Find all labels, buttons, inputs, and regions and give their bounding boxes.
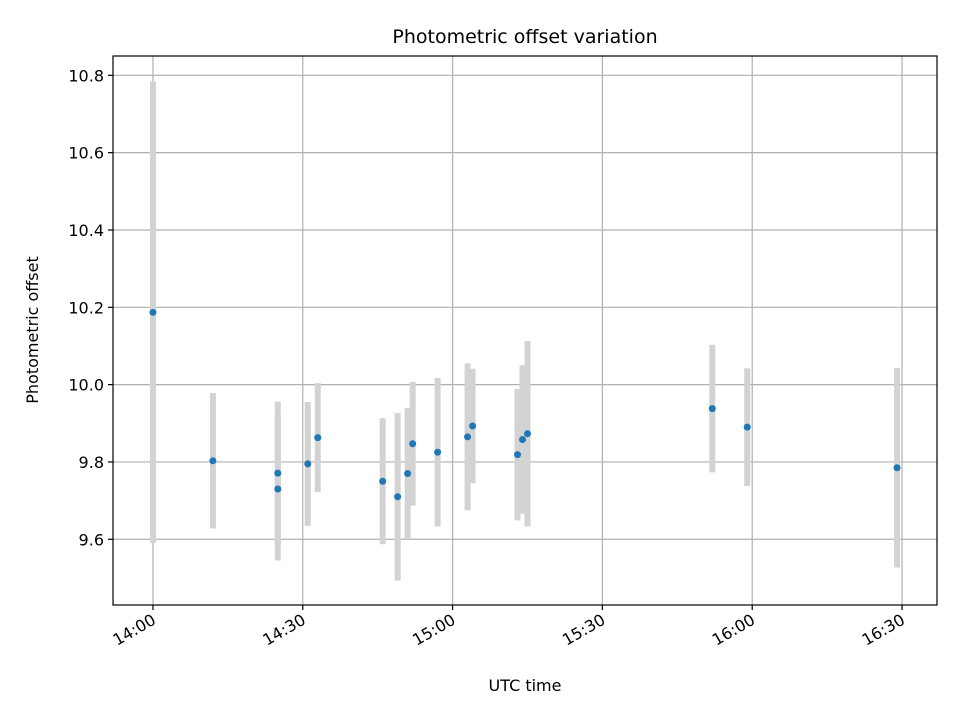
x-tick-label: 15:30 — [559, 610, 608, 650]
x-tick-label: 14:00 — [110, 610, 159, 650]
x-tick-label: 16:00 — [709, 610, 758, 650]
grid — [113, 56, 937, 605]
data-points — [149, 308, 901, 501]
y-tick-label: 10.0 — [68, 376, 104, 395]
y-tick-label: 9.6 — [79, 530, 104, 549]
data-point — [274, 485, 282, 493]
x-tick-label: 16:30 — [859, 610, 908, 650]
data-point — [209, 457, 217, 465]
data-point — [514, 451, 522, 459]
data-point — [274, 469, 282, 477]
data-point — [434, 448, 442, 456]
y-tick-label: 10.8 — [68, 66, 104, 85]
y-axis-label: Photometric offset — [23, 256, 42, 404]
data-point — [743, 423, 751, 431]
data-point — [409, 440, 417, 448]
plot-frame — [112, 55, 938, 606]
data-point — [708, 405, 716, 413]
data-point — [893, 464, 901, 472]
data-point — [394, 493, 402, 501]
data-point — [523, 430, 531, 438]
y-tick-label: 10.2 — [68, 298, 104, 317]
chart-title: Photometric offset variation — [392, 26, 657, 48]
error-bars — [149, 81, 901, 581]
y-tick-label: 9.8 — [79, 453, 104, 472]
x-tick-label: 15:00 — [409, 610, 458, 650]
axis-ticks: 9.6 9.8 10.0 10.2 10.4 10.6 10.8 14:00 14:30 15:0… — [68, 66, 908, 649]
y-tick-label: 10.6 — [68, 144, 104, 163]
data-point — [379, 477, 387, 485]
x-axis-label: UTC time — [489, 676, 562, 695]
data-point — [304, 460, 312, 468]
data-point — [404, 470, 412, 478]
data-point — [464, 433, 472, 441]
data-point — [149, 308, 157, 316]
data-point — [314, 434, 322, 442]
x-tick-label: 14:30 — [259, 610, 308, 650]
data-point — [519, 436, 527, 444]
y-tick-label: 10.4 — [68, 221, 104, 240]
data-point — [469, 422, 477, 430]
